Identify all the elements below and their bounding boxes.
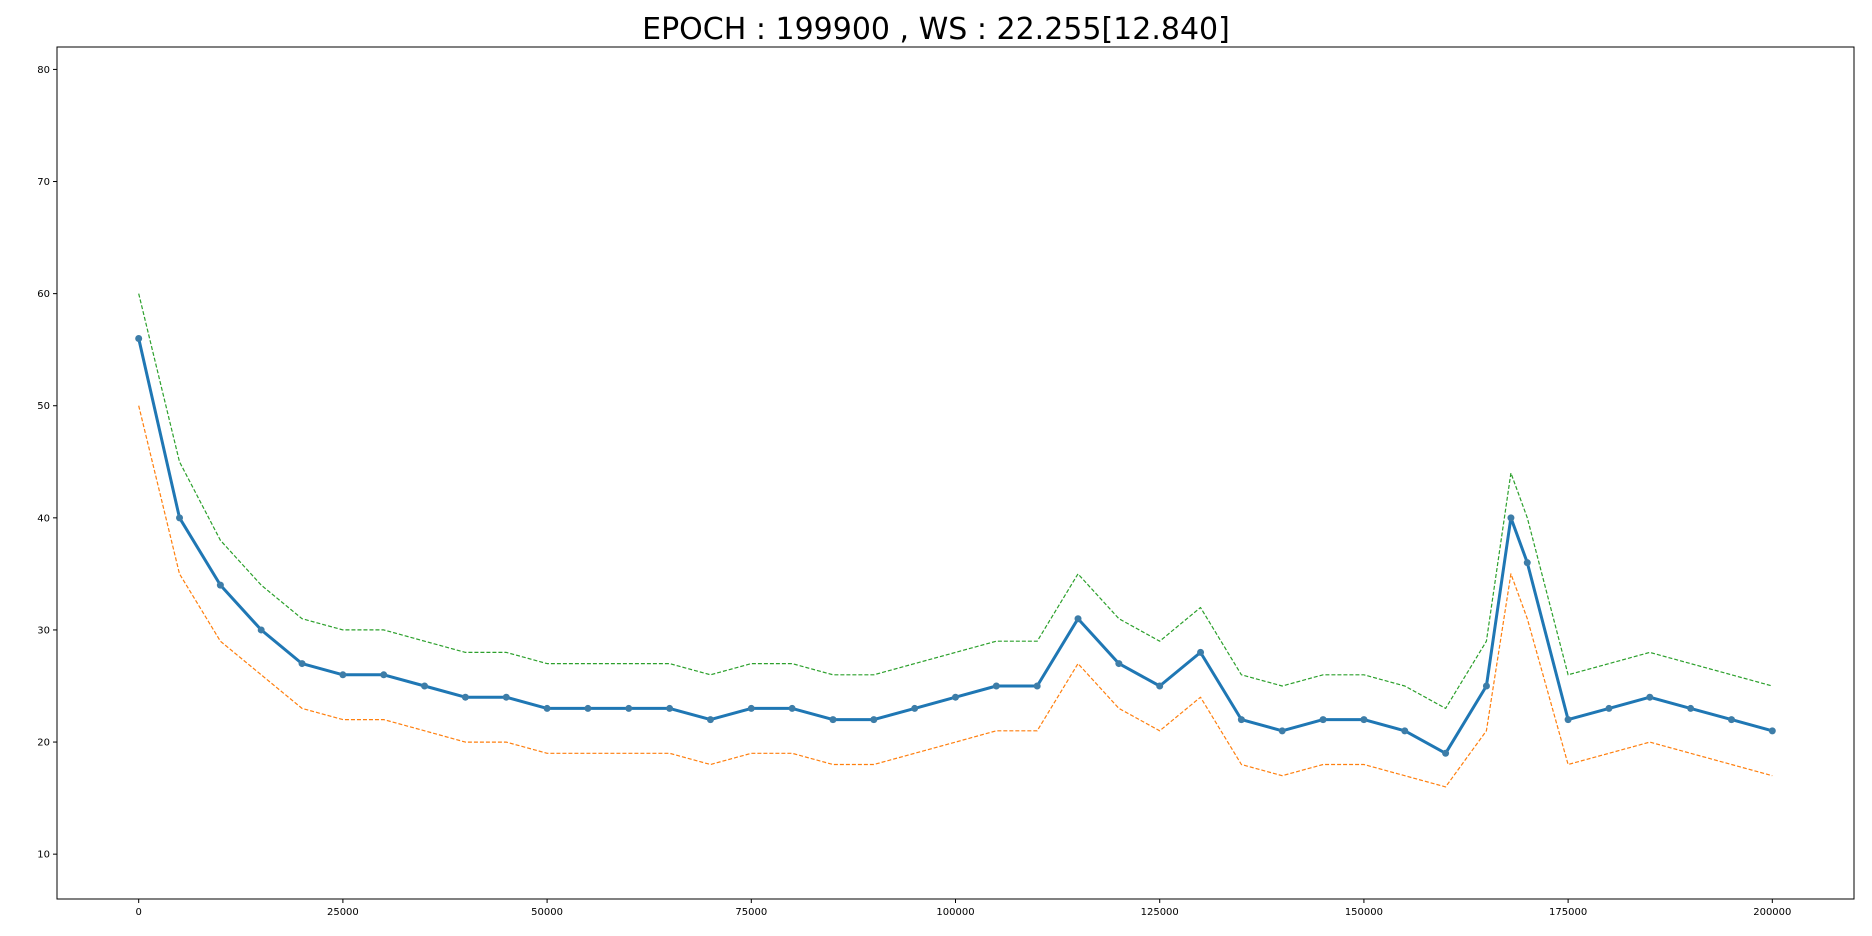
- ticks-layer: 0 25000 50000 75000 100000 125000 150000 175000…: [37, 65, 1791, 918]
- series-point-main: [461, 693, 469, 701]
- series-point-main: [952, 693, 959, 701]
- x-tick-label: 75000: [735, 907, 767, 918]
- plot-frame: [56, 46, 1855, 900]
- series-point-main: [1319, 716, 1327, 724]
- y-tick-label: 40: [37, 513, 50, 524]
- series-point-main: [1727, 716, 1735, 724]
- series-point-main: [584, 704, 592, 712]
- x-tick-label: 150000: [1345, 907, 1383, 918]
- y-tick-label: 50: [37, 401, 50, 412]
- series-point-main: [1401, 727, 1409, 735]
- series-line-lower: [138, 405, 1773, 788]
- series-point-main: [706, 716, 714, 724]
- series-point-main: [216, 581, 224, 589]
- series-point-main: [1237, 716, 1245, 724]
- series-point-main: [1687, 704, 1695, 712]
- series-point-main: [135, 334, 143, 342]
- series-point-main: [992, 682, 1000, 690]
- series-point-main: [829, 716, 837, 724]
- series-point-main: [1768, 727, 1776, 735]
- series-point-main: [1605, 704, 1613, 712]
- series-point-main: [1197, 648, 1205, 656]
- series-point-main: [625, 704, 633, 712]
- series-point-main: [870, 716, 878, 724]
- series-line-upper: [138, 293, 1773, 710]
- series-line-main: [137, 338, 1773, 755]
- y-tick-label: 10: [37, 850, 50, 861]
- series-point-main: [380, 671, 388, 679]
- series-point-main: [1360, 716, 1368, 724]
- x-tick-label: 175000: [1549, 907, 1587, 918]
- series-point-main: [1115, 660, 1123, 668]
- series-point-main: [176, 514, 184, 522]
- series-point-main: [1074, 615, 1082, 623]
- series-point-main: [543, 704, 551, 712]
- series-point-main: [788, 704, 796, 712]
- series-point-main: [1646, 693, 1654, 701]
- x-tick-label: 50000: [531, 907, 563, 918]
- y-tick-label: 20: [37, 738, 50, 749]
- x-tick-label: 200000: [1753, 907, 1791, 918]
- series-point-main: [1442, 749, 1450, 757]
- series-point-main: [911, 704, 919, 712]
- series-point-main: [747, 704, 755, 712]
- y-tick-label: 70: [37, 177, 50, 188]
- series-point-main: [1523, 559, 1531, 567]
- series-point-main: [1564, 716, 1572, 724]
- series-point-main: [1507, 514, 1515, 522]
- x-tick-label: 0: [135, 907, 141, 918]
- series-point-main: [298, 660, 306, 668]
- y-tick-label: 80: [37, 65, 50, 76]
- series-point-main: [1033, 682, 1041, 690]
- series-point-main: [257, 626, 265, 634]
- series-point-main: [1482, 682, 1490, 690]
- x-tick-label: 125000: [1141, 907, 1179, 918]
- series-point-main: [421, 682, 429, 690]
- chart-title: EPOCH : 199900 , WS : 22.255[12.840]: [642, 12, 1230, 47]
- y-tick-label: 30: [37, 625, 50, 636]
- series-point-main: [502, 693, 510, 701]
- series-point-main: [1278, 727, 1286, 735]
- series-layer: [135, 293, 1776, 788]
- x-tick-label: 100000: [936, 907, 974, 918]
- series-point-main: [1156, 682, 1164, 690]
- y-tick-label: 60: [37, 289, 50, 300]
- series-point-main: [339, 671, 347, 679]
- series-point-main: [666, 704, 674, 712]
- x-tick-label: 25000: [327, 907, 359, 918]
